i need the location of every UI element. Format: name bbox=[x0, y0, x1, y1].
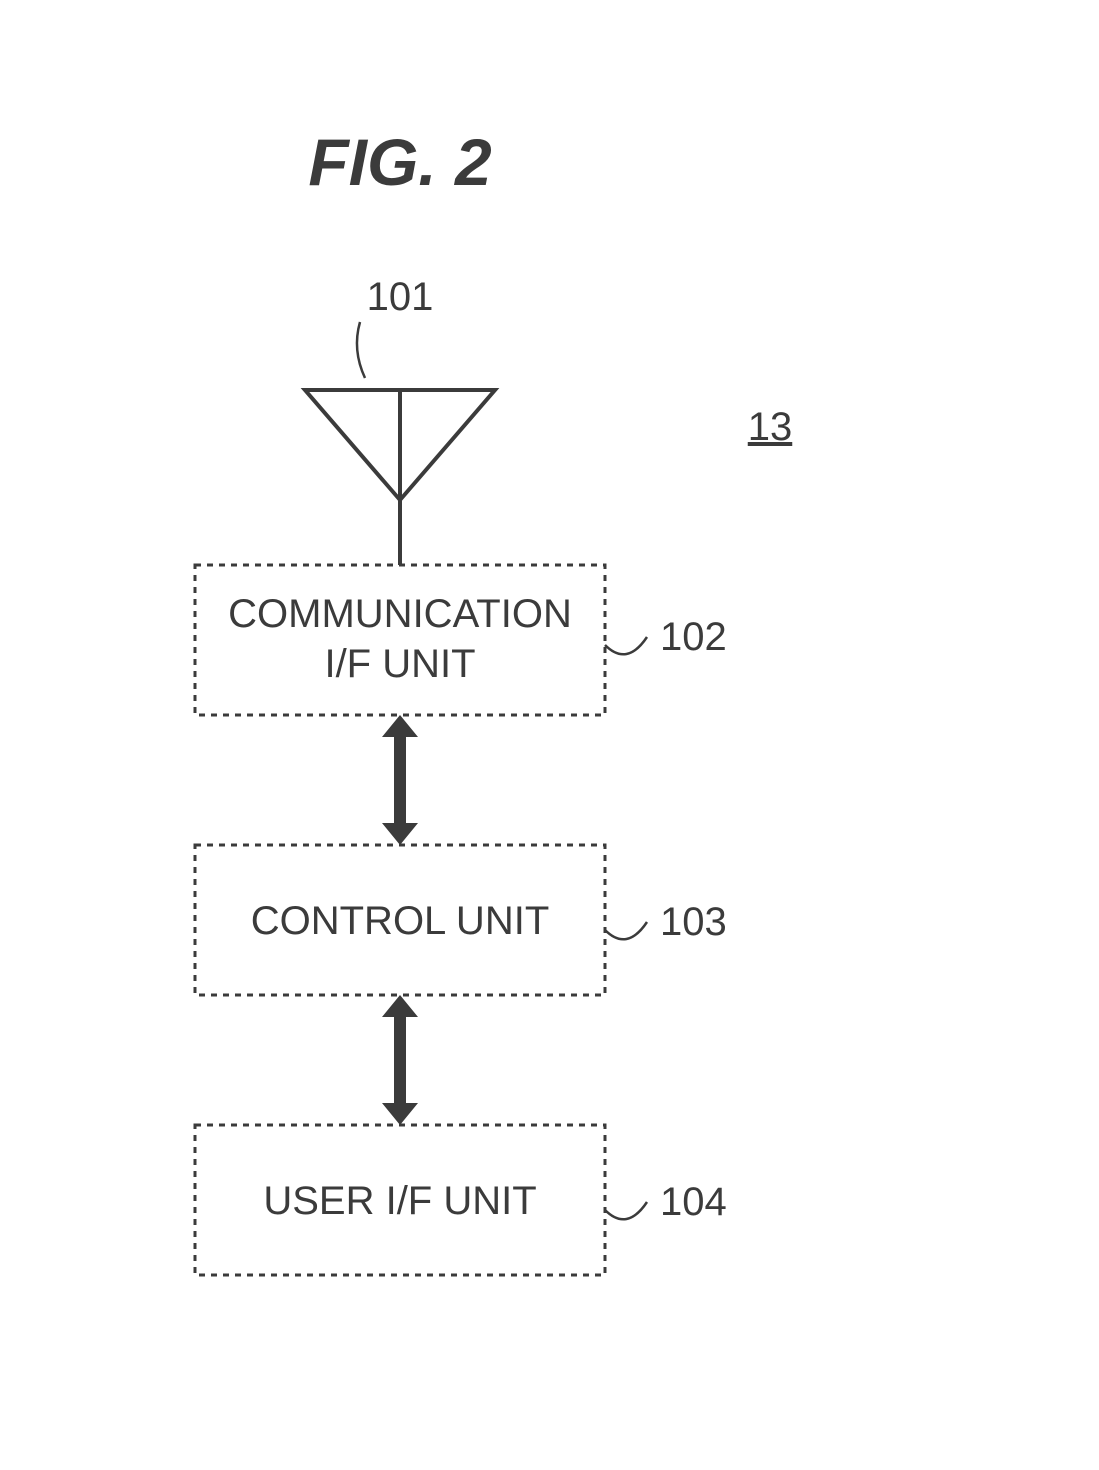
figure-title: FIG. 2 bbox=[308, 125, 492, 199]
user-ref-label: 104 bbox=[660, 1180, 727, 1224]
control-ref-label: 103 bbox=[660, 900, 727, 944]
user-if-unit-box: USER I/F UNIT bbox=[195, 1125, 605, 1275]
control-ref-leader bbox=[605, 922, 647, 939]
communication-if-unit-label-line2: I/F UNIT bbox=[324, 642, 475, 686]
user-if-unit-label: USER I/F UNIT bbox=[263, 1179, 536, 1223]
double-arrow-comm-control bbox=[382, 715, 418, 845]
assembly-ref-label: 13 bbox=[748, 405, 793, 449]
comm-ref-label: 102 bbox=[660, 615, 727, 659]
double-arrow-control-user bbox=[382, 995, 418, 1125]
communication-if-unit-label-line1: COMMUNICATION bbox=[228, 592, 572, 636]
control-unit-box: CONTROL UNIT bbox=[195, 845, 605, 995]
user-ref-leader bbox=[605, 1202, 647, 1219]
control-unit-label: CONTROL UNIT bbox=[251, 899, 550, 943]
antenna-icon bbox=[305, 390, 495, 565]
antenna-leader-line bbox=[357, 322, 365, 378]
comm-ref-leader bbox=[605, 637, 647, 654]
antenna-ref-label: 101 bbox=[367, 275, 434, 319]
communication-if-unit-box: COMMUNICATION I/F UNIT bbox=[195, 565, 605, 715]
